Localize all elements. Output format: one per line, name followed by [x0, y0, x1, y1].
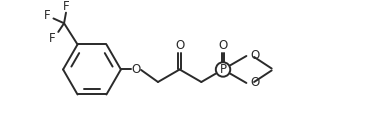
Text: F: F — [63, 0, 69, 13]
Text: O: O — [132, 63, 141, 76]
Text: O: O — [250, 49, 260, 62]
Text: O: O — [218, 39, 228, 52]
Text: P: P — [220, 63, 227, 76]
Text: F: F — [49, 32, 56, 45]
Text: O: O — [175, 39, 184, 52]
Text: O: O — [250, 77, 260, 90]
Text: F: F — [44, 9, 50, 22]
Circle shape — [216, 62, 230, 77]
